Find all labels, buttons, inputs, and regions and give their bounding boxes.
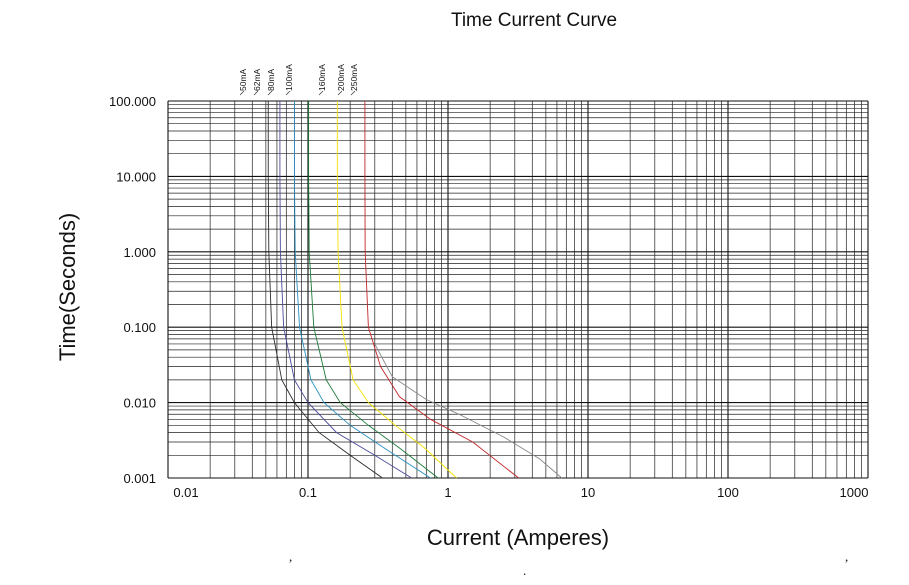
- rating-leader: [350, 90, 356, 96]
- rating-leader: [285, 90, 291, 96]
- rating-leader: [318, 90, 324, 96]
- curve-250mA: [374, 343, 563, 479]
- curve-50mA: [267, 101, 383, 479]
- y-tick-label: 0.100: [123, 320, 156, 335]
- curves: [267, 101, 563, 479]
- y-tick-label: 0.001: [123, 471, 156, 486]
- rating-label: 200mA: [336, 64, 346, 91]
- curve-62mA: [279, 101, 412, 479]
- curve-80mA: [293, 101, 431, 479]
- rating-label: 62mA: [252, 68, 262, 91]
- x-tick-label: 0.1: [299, 485, 317, 500]
- curve-100mA: [308, 101, 439, 479]
- y-tick-labels: 100.000 10.000 1.000 0.100 0.010 0.001: [109, 94, 156, 486]
- rating-label: 50mA: [238, 68, 248, 91]
- rating-leader: [267, 90, 273, 96]
- y-tick-label: 10.000: [116, 169, 156, 184]
- curve-200mA: [364, 101, 519, 479]
- grid: [167, 100, 869, 479]
- y-tick-label: 1.000: [123, 245, 156, 260]
- rating-labels: 50mA 62mA 80mA 100mA 160mA 200mA 250mA: [238, 64, 359, 96]
- rating-label: 100mA: [284, 64, 294, 91]
- rating-leader: [239, 90, 245, 96]
- x-tick-label: 0.01: [173, 485, 198, 500]
- y-tick-label: 100.000: [109, 94, 156, 109]
- stray-mark: .: [523, 563, 526, 578]
- x-tick-label: 1000: [840, 485, 869, 500]
- x-tick-labels: 0.01 0.1 1 10 100 1000: [173, 485, 868, 500]
- x-tick-label: 10: [581, 485, 595, 500]
- rating-label: 250mA: [349, 64, 359, 91]
- rating-leader: [337, 90, 343, 96]
- rating-label: 160mA: [317, 64, 327, 91]
- stray-mark: ,: [845, 549, 848, 564]
- rating-label: 80mA: [266, 68, 276, 91]
- x-axis-title: Current (Amperes): [427, 525, 609, 550]
- y-tick-label: 0.010: [123, 396, 156, 411]
- y-axis-title: Time(Seconds): [55, 213, 80, 361]
- stray-mark: ,: [289, 549, 292, 564]
- curve-160mA: [336, 101, 457, 479]
- x-tick-label: 1: [444, 485, 451, 500]
- rating-leader: [253, 90, 259, 96]
- chart-title: Time Current Curve: [451, 10, 617, 31]
- x-tick-label: 100: [717, 485, 739, 500]
